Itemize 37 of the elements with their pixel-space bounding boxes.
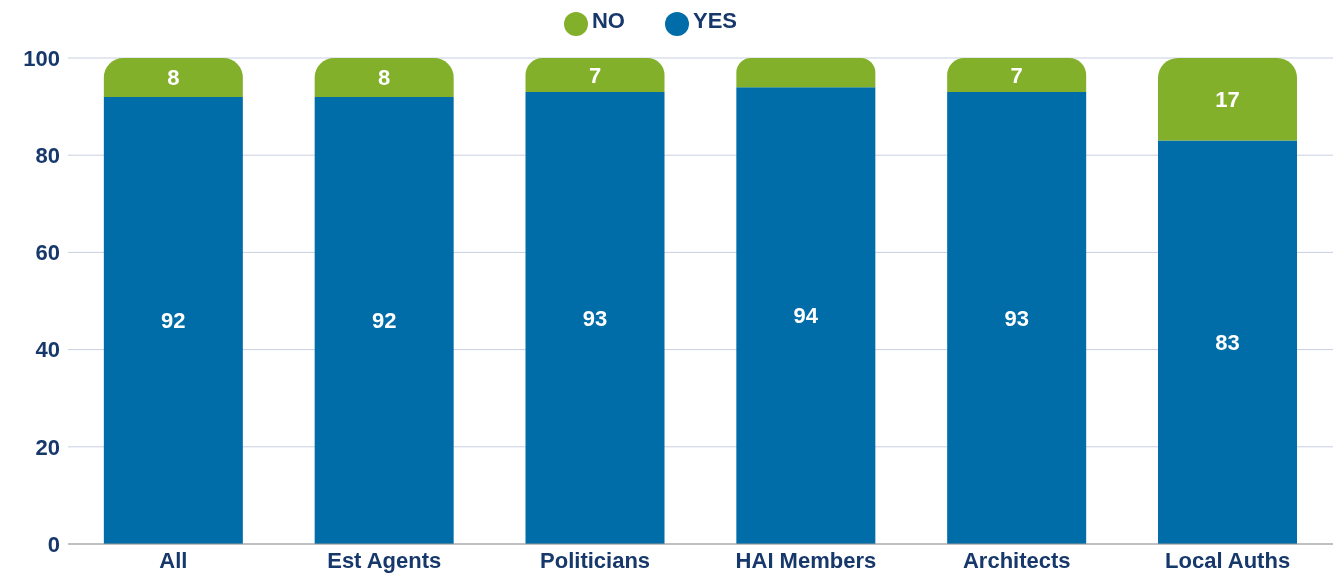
bar [103, 96, 243, 544]
bar [947, 92, 1087, 544]
data-label: 93 [1004, 305, 1029, 331]
y-tick-label: 60 [35, 240, 60, 266]
bar [1158, 58, 1298, 141]
legend-label: NO [591, 8, 625, 33]
data-label: 94 [793, 303, 819, 329]
data-label: 83 [1215, 329, 1240, 355]
x-tick-label: Architects [962, 547, 1071, 573]
x-tick-label: Politicians [540, 547, 651, 573]
y-tick-label: 0 [47, 531, 60, 557]
legend-label: YES [692, 8, 738, 33]
bar [736, 87, 876, 544]
bar [736, 58, 876, 88]
bar [947, 58, 1087, 93]
x-tick-label: Est Agents [327, 547, 442, 573]
bar [525, 58, 665, 93]
data-label: 92 [161, 307, 186, 333]
x-tick-label: All [159, 547, 188, 573]
bar [1158, 140, 1298, 544]
data-label: 92 [371, 307, 397, 333]
y-tick-label: 40 [35, 337, 60, 363]
x-tick-label: Local Auths [1165, 547, 1291, 573]
bar [314, 58, 454, 97]
data-label: 8 [378, 64, 391, 90]
data-label: 17 [1215, 86, 1240, 112]
data-label: 8 [167, 64, 180, 90]
y-tick-label: 100 [23, 45, 60, 71]
data-label: 7 [1010, 62, 1023, 88]
data-label: 93 [582, 305, 608, 331]
data-label: 7 [588, 62, 602, 88]
y-tick-label: 80 [35, 143, 60, 169]
y-tick-label: 20 [35, 434, 60, 460]
x-tick-label: HAI Members [735, 547, 877, 573]
bar [103, 58, 243, 97]
bar [314, 96, 454, 544]
bar [525, 92, 665, 544]
